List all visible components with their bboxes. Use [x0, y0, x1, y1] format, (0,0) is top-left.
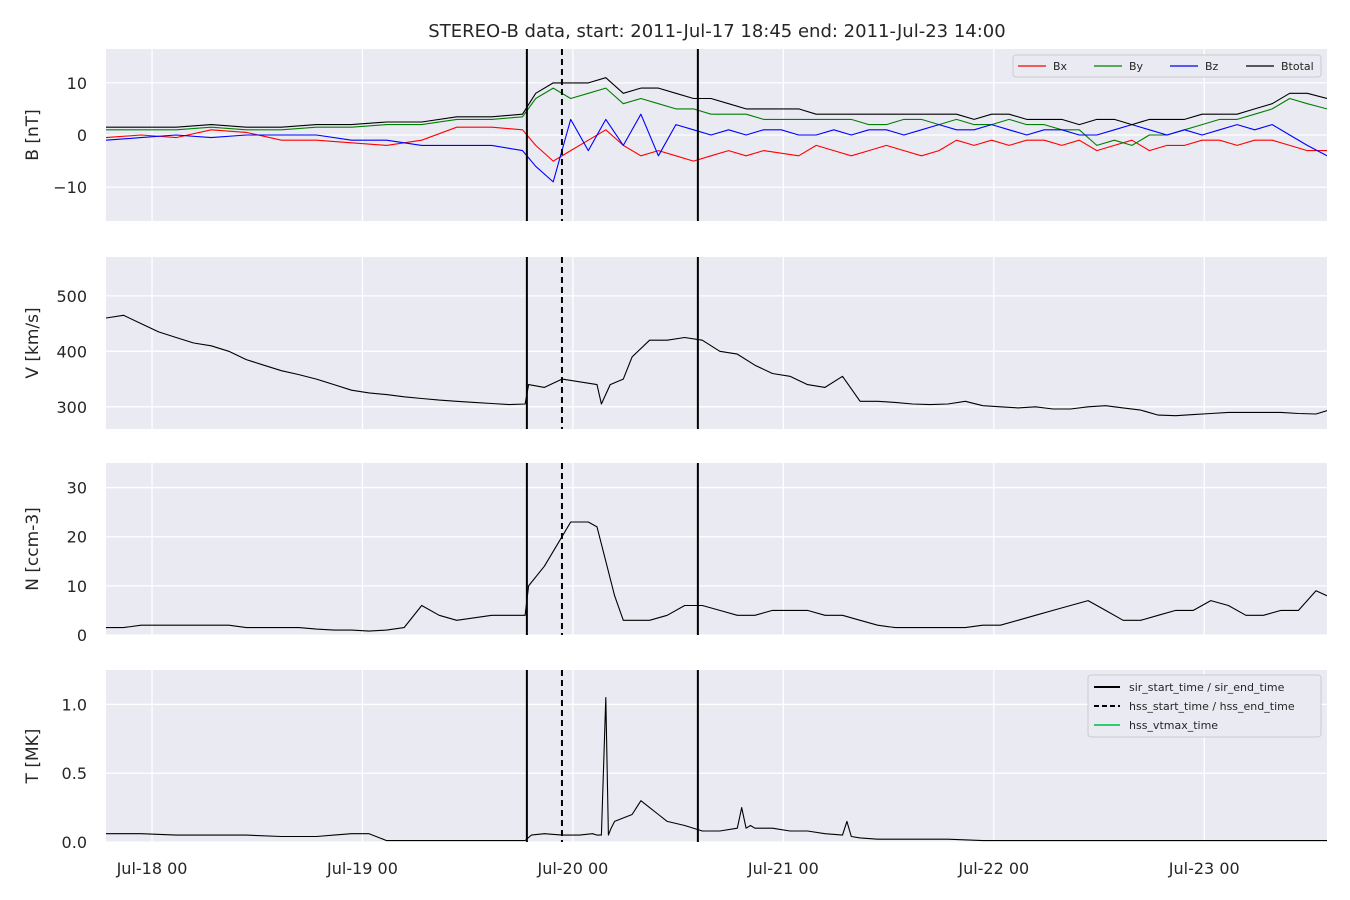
panel-t-ytick-1: 0.5 — [62, 764, 87, 783]
panel-n-background — [106, 463, 1327, 635]
panel-v-series-group — [106, 314, 1327, 417]
x-tick-label-5: Jul-23 00 — [1168, 859, 1240, 878]
legend-b-frame — [1012, 54, 1322, 78]
panel-n-ytick-3: 30 — [67, 479, 87, 498]
panel-b-ytick-2: 10 — [67, 74, 87, 93]
legend-b-label-bz: Bz — [1205, 60, 1219, 73]
x-tick-label-1: Jul-19 00 — [326, 859, 398, 878]
panel-n-series-group — [106, 521, 1327, 632]
panel-v-series-0 — [106, 314, 1327, 417]
legend-t: sir_start_time / sir_end_time hss_start_t… — [1087, 674, 1322, 738]
panel-b-series-group — [106, 77, 1327, 183]
panel-v-ytick-0: 300 — [56, 398, 87, 417]
legend-t-label-2: hss_vtmax_time — [1129, 719, 1218, 732]
panel-v-ylabel: V [km/s] — [23, 307, 43, 378]
x-tick-label-2: Jul-20 00 — [536, 859, 608, 878]
panel-n-ylabel: N [ccm-3] — [23, 507, 43, 591]
legend-b: Bx By Bz Btotal — [1012, 54, 1322, 78]
x-axis: Jul-18 00 Jul-19 00 Jul-20 00 Jul-21 00 Jul-… — [116, 859, 1240, 878]
chart-title: STEREO-B data, start: 2011-Jul-17 18:45 … — [428, 21, 1005, 42]
panel-t-series-group — [106, 696, 1327, 842]
panel-n: 0 10 20 30 N [ccm-3] — [23, 463, 1327, 645]
panel-v-ytick-1: 400 — [56, 342, 87, 361]
panel-b-series-by — [106, 87, 1327, 146]
panel-b-series-btotal — [106, 77, 1327, 128]
panel-b: −10 0 10 B [nT] — [23, 49, 1327, 221]
panel-t-series-0 — [106, 696, 1327, 842]
panel-t-ytick-2: 1.0 — [62, 695, 87, 714]
panel-n-series-0 — [106, 521, 1327, 632]
panel-b-series-bz — [106, 113, 1327, 183]
panels: −10 0 10 B [nT] 300 400 500 V [km/s] 0 10 20 30 N [c… — [23, 49, 1327, 852]
panel-b-ytick-0: −10 — [53, 178, 87, 197]
x-tick-label-0: Jul-18 00 — [116, 859, 188, 878]
x-tick-label-4: Jul-22 00 — [957, 859, 1029, 878]
panel-t-ylabel: T [MK] — [23, 729, 43, 785]
panel-b-ytick-1: 0 — [77, 126, 87, 145]
panel-n-ytick-2: 20 — [67, 528, 87, 547]
legend-t-label-1: hss_start_time / hss_end_time — [1129, 700, 1295, 713]
panel-t-ytick-0: 0.0 — [62, 833, 87, 852]
x-tick-label-3: Jul-21 00 — [747, 859, 819, 878]
legend-t-label-0: sir_start_time / sir_end_time — [1129, 681, 1285, 694]
legend-b-label-btotal: Btotal — [1281, 60, 1314, 73]
panel-n-ytick-0: 0 — [77, 626, 87, 645]
panel-b-ylabel: B [nT] — [23, 109, 43, 161]
panel-v: 300 400 500 V [km/s] — [23, 257, 1327, 429]
panel-v-ytick-2: 500 — [56, 287, 87, 306]
legend-b-label-bx: Bx — [1053, 60, 1068, 73]
panel-v-background — [106, 257, 1327, 429]
legend-t-frame — [1087, 674, 1322, 738]
panel-n-ytick-1: 10 — [67, 577, 87, 596]
legend-b-label-by: By — [1129, 60, 1144, 73]
panel-b-series-bx — [106, 126, 1327, 162]
